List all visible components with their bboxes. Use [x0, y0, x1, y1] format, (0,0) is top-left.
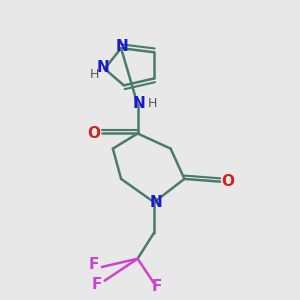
Text: O: O — [221, 174, 234, 189]
Text: F: F — [89, 257, 99, 272]
Text: N: N — [115, 39, 128, 54]
Text: N: N — [149, 195, 162, 210]
Text: H: H — [89, 68, 99, 81]
Text: N: N — [133, 96, 146, 111]
Text: N: N — [97, 60, 110, 75]
Text: F: F — [92, 277, 102, 292]
Text: O: O — [88, 126, 100, 141]
Text: F: F — [152, 279, 162, 294]
Text: H: H — [148, 97, 158, 110]
